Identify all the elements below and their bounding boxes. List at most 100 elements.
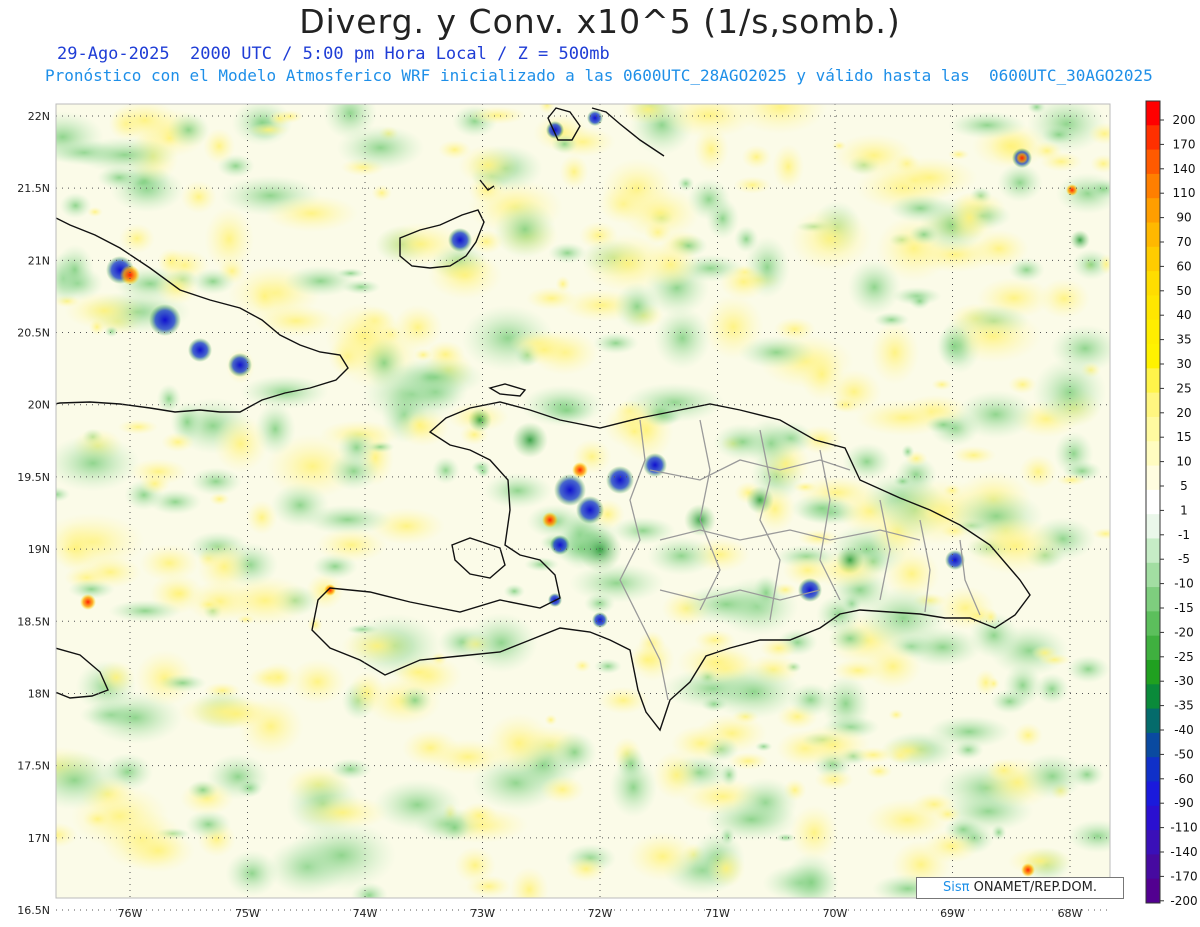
field-cell <box>788 206 872 272</box>
convergence-cell <box>746 486 774 514</box>
field-cell <box>925 415 962 434</box>
field-cell <box>832 133 915 178</box>
field-cell <box>482 472 553 509</box>
lon-axis: 76W 75W 74W 73W 72W 71W 70W 69W 68W <box>118 907 1083 920</box>
colorbar-label: 10 <box>1176 455 1191 469</box>
colorbar-label: -15 <box>1174 601 1194 615</box>
field-cell <box>59 192 92 219</box>
colorbar-label: 50 <box>1176 284 1191 298</box>
coast-turks-caicos <box>479 107 665 191</box>
field-cell <box>213 414 269 473</box>
field-cell <box>652 750 701 800</box>
field-cell <box>392 304 443 351</box>
lat-tick-label: 16.5N <box>17 904 50 917</box>
field-cell <box>204 206 255 272</box>
lon-tick-label: 68W <box>1058 907 1083 920</box>
field-cell <box>203 128 236 165</box>
colorbar-swatch <box>1146 198 1160 224</box>
field-cell <box>1071 248 1110 281</box>
field-cell <box>610 516 676 545</box>
field-cell <box>268 110 291 127</box>
colorbar-swatch <box>1146 368 1160 394</box>
field-cell <box>990 689 1029 714</box>
field-cell <box>73 137 177 173</box>
lat-tick-label: 17.5N <box>17 760 50 773</box>
field-cell <box>1034 672 1070 705</box>
field-cell <box>375 222 466 266</box>
field-cell <box>646 536 716 576</box>
field-cell <box>544 714 558 726</box>
convergence-cell <box>576 496 604 524</box>
colorbar-swatch <box>1146 562 1160 588</box>
field-cell <box>772 143 805 190</box>
field-cell <box>464 612 538 674</box>
colorbar-label: 110 <box>1173 186 1196 200</box>
field-cell <box>831 396 860 413</box>
field-cell <box>246 500 278 535</box>
field-cell <box>640 397 681 428</box>
field-cell <box>56 522 100 574</box>
field-cell <box>676 641 756 684</box>
colorbar-label: -30 <box>1174 674 1194 688</box>
colorbar-swatch <box>1146 149 1160 175</box>
field-cell <box>337 428 376 467</box>
field-cell <box>158 673 207 693</box>
province-borders <box>619 419 981 701</box>
field-cell <box>1007 846 1073 876</box>
field-cell <box>336 125 425 171</box>
colorbar-label: 170 <box>1173 137 1196 151</box>
field-cell <box>64 291 145 330</box>
convergence-cell <box>120 265 140 285</box>
field-cell <box>741 144 772 170</box>
coastlines <box>56 107 1031 732</box>
field-cell <box>469 229 504 254</box>
field-cell <box>264 194 359 233</box>
field-cell <box>524 557 560 572</box>
lon-tick-label: 71W <box>705 907 730 920</box>
field-cell <box>56 486 71 502</box>
colorbar-swatch <box>1146 659 1160 685</box>
field-cell <box>253 304 339 338</box>
field-cell <box>1066 654 1110 684</box>
field-cell <box>624 422 645 441</box>
field-cell <box>307 615 323 634</box>
field-cell <box>79 555 142 589</box>
colorbar-label: -110 <box>1170 821 1197 835</box>
field-cell <box>1038 278 1091 319</box>
field-cell <box>397 685 433 715</box>
lat-tick-label: 19N <box>28 543 50 556</box>
colorbar-swatch <box>1146 319 1160 345</box>
field-cell <box>568 563 665 604</box>
convergence-cell <box>188 338 212 362</box>
field-cell <box>288 658 347 705</box>
field-cell <box>880 738 936 764</box>
colorbar-label: 60 <box>1176 259 1191 273</box>
colorbar-swatch <box>1146 271 1160 296</box>
colorbar-swatch <box>1146 830 1160 855</box>
field-cell <box>821 674 871 733</box>
credit-box: Sisπ ONAMET/REP.DOM. <box>916 877 1124 899</box>
convergence-cell <box>512 422 548 458</box>
field-cell <box>1031 645 1059 661</box>
field-cell <box>949 192 990 244</box>
field-cell <box>680 584 773 625</box>
field-cell <box>1031 140 1063 161</box>
field-cell <box>197 541 252 593</box>
field-cell <box>952 740 984 760</box>
convergence-cell <box>1016 152 1028 164</box>
field-cell <box>1056 473 1087 486</box>
field-cell <box>209 492 230 506</box>
field-cell <box>620 186 700 240</box>
field-cell <box>315 527 388 563</box>
colorbar-swatch <box>1146 514 1160 539</box>
colorbar-swatch <box>1146 344 1160 369</box>
field-cell <box>156 383 182 414</box>
lon-tick-label: 74W <box>353 907 378 920</box>
colorbar-swatch <box>1146 805 1160 831</box>
map-frame <box>55 103 1111 899</box>
field-cell <box>1041 124 1077 145</box>
field-cell <box>893 475 913 488</box>
field-cell <box>955 390 1036 439</box>
colorbar-label: 35 <box>1176 333 1191 347</box>
colorbar-label: -25 <box>1174 650 1194 664</box>
